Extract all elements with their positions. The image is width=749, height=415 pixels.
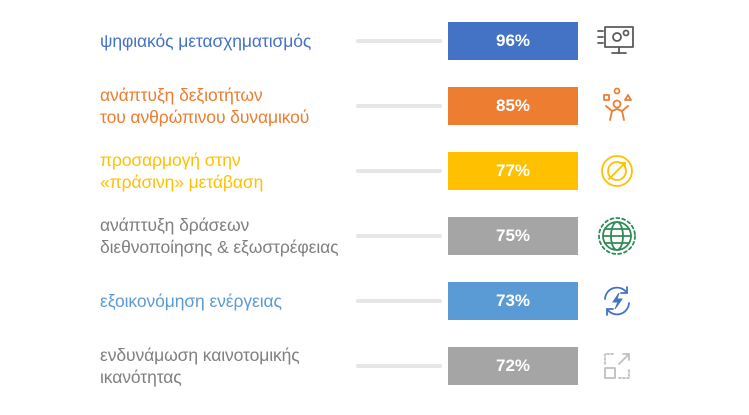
category-label-line: προσαρμογή στην [100, 150, 241, 170]
bar: 85% [448, 87, 578, 125]
category-label-line: διεθνοποίησης & εξωστρέφειας [100, 237, 339, 257]
category-label-line: του ανθρώπινου δυναμικού [100, 107, 310, 127]
bar-value-label: 75% [495, 226, 531, 245]
category-label: ανάπτυξη δεξιοτήτων του ανθρώπινου δυναμι… [100, 84, 350, 128]
chart-row: ψηφιακός μετασχηματισμός 96% [0, 10, 749, 72]
bar: 75% [448, 217, 578, 255]
chart-row: εξοικονόμηση ενέργειας 73% [0, 270, 749, 332]
category-label-line: ικανότητας [100, 367, 182, 387]
expand-icon [595, 344, 639, 388]
category-label: ψηφιακός μετασχηματισμός [100, 30, 350, 52]
bar-value-label: 96% [495, 31, 531, 50]
category-label-line: εξοικονόμηση ενέργειας [100, 291, 282, 311]
category-label: ανάπτυξη δράσεων διεθνοποίησης & εξωστρέφ… [100, 214, 350, 258]
bar: 72% [448, 347, 578, 385]
category-label-line: ψηφιακός μετασχηματισμός [100, 31, 312, 51]
chart-row: ενδυνάμωση καινοτομικής ικανότητας 72% [0, 335, 749, 397]
category-label-line: «πράσινη» μετάβαση [100, 172, 264, 192]
connector-line [356, 364, 442, 368]
category-label-line: ενδυνάμωση καινοτομικής [100, 345, 300, 365]
chart-row: ανάπτυξη δεξιοτήτων του ανθρώπινου δυναμι… [0, 75, 749, 137]
category-label: ενδυνάμωση καινοτομικής ικανότητας [100, 344, 350, 388]
chart-row: προσαρμογή στην «πράσινη» μετάβαση 77% [0, 140, 749, 202]
globe-icon [595, 214, 639, 258]
category-label-line: ανάπτυξη δεξιοτήτων [100, 85, 263, 105]
connector-line [356, 104, 442, 108]
bar-value-label: 73% [495, 291, 531, 310]
green-transition-icon [595, 149, 639, 193]
people-skills-icon [595, 84, 639, 128]
connector-line [356, 39, 442, 43]
bar: 96% [448, 22, 578, 60]
bar: 73% [448, 282, 578, 320]
bar-value-label: 72% [495, 356, 531, 375]
connector-line [356, 234, 442, 238]
digital-transformation-icon [595, 19, 639, 63]
energy-saving-icon [595, 279, 639, 323]
chart-row: ανάπτυξη δράσεων διεθνοποίησης & εξωστρέφ… [0, 205, 749, 267]
bar: 77% [448, 152, 578, 190]
category-label-line: ανάπτυξη δράσεων [100, 215, 250, 235]
category-label: εξοικονόμηση ενέργειας [100, 290, 350, 312]
bar-value-label: 85% [495, 96, 531, 115]
connector-line [356, 299, 442, 303]
connector-line [356, 169, 442, 173]
category-label: προσαρμογή στην «πράσινη» μετάβαση [100, 149, 350, 193]
bar-value-label: 77% [495, 161, 531, 180]
